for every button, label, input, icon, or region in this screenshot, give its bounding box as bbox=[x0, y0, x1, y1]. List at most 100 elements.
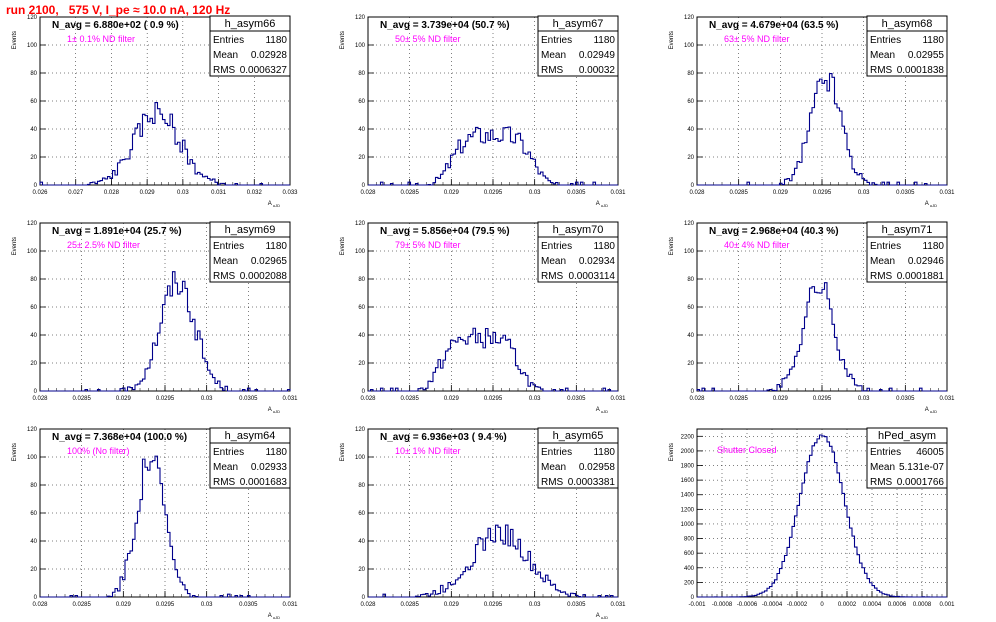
y-axis-label: Events bbox=[12, 31, 18, 49]
x-tick-label: 0.0285 bbox=[400, 396, 419, 402]
y-tick-label: 80 bbox=[30, 71, 37, 77]
x-tick-label: 0.03 bbox=[529, 602, 541, 608]
x-tick-label: 0.0295 bbox=[813, 396, 832, 402]
y-tick-label: 120 bbox=[27, 15, 38, 21]
x-tick-label: 0.0305 bbox=[896, 396, 915, 402]
stats-value-entries: 1180 bbox=[593, 35, 615, 46]
histogram-panel-h_asym66: 0.026 0.027 0.028 0.029 0.03 0.031 0.032 0.033 0… bbox=[12, 15, 298, 208]
x-tick-label: 0.031 bbox=[211, 190, 227, 196]
y-tick-label: 40 bbox=[687, 127, 694, 133]
stats-value-rms: 0.0001766 bbox=[897, 477, 945, 488]
y-tick-label: 120 bbox=[27, 427, 38, 433]
y-tick-label: 100 bbox=[684, 249, 695, 255]
filter-annotation: 79± 5% ND filter bbox=[395, 240, 460, 250]
filter-annotation: 1± 0.1% ND filter bbox=[67, 34, 135, 44]
stats-value-mean: 0.02949 bbox=[579, 50, 616, 61]
x-tick-label: 0.03 bbox=[201, 396, 213, 402]
y-tick-label: 100 bbox=[27, 249, 38, 255]
x-tick-label: 0.0285 bbox=[72, 396, 91, 402]
stats-label-mean: Mean bbox=[541, 462, 566, 473]
x-tick-label: 0.028 bbox=[32, 396, 48, 402]
y-tick-label: 0 bbox=[691, 183, 695, 189]
stats-label-rms: RMS bbox=[213, 271, 236, 282]
y-tick-label: 80 bbox=[30, 277, 37, 283]
x-tick-label: 0.03 bbox=[529, 396, 541, 402]
stats-label-rms: RMS bbox=[870, 477, 893, 488]
stats-value-entries: 1180 bbox=[265, 447, 287, 458]
histogram-panel-hPed_asym: -0.001 -0.0008 -0.0006 -0.0004 -0.0002 0 0.000… bbox=[669, 427, 955, 608]
y-tick-label: 0 bbox=[691, 389, 695, 395]
x-tick-label: 0.029 bbox=[773, 190, 789, 196]
y-tick-label: 60 bbox=[30, 99, 37, 105]
stats-value-mean: 0.02965 bbox=[251, 256, 288, 267]
x-tick-label: 0.001 bbox=[939, 602, 955, 608]
stats-name: h_asym65 bbox=[553, 430, 604, 442]
stats-box bbox=[866, 427, 948, 489]
stats-label-mean: Mean bbox=[213, 256, 238, 267]
x-tick-label: 0.03 bbox=[529, 190, 541, 196]
x-tick-label: 0.0305 bbox=[567, 602, 586, 608]
stats-value-entries: 1180 bbox=[922, 35, 944, 46]
x-tick-label: 0.031 bbox=[282, 602, 298, 608]
y-tick-label: 80 bbox=[358, 483, 365, 489]
stats-value-mean: 0.02958 bbox=[579, 462, 616, 473]
x-tick-label: 0.0295 bbox=[813, 190, 832, 196]
stats-label-mean: Mean bbox=[541, 50, 566, 61]
y-tick-label: 60 bbox=[30, 511, 37, 517]
x-tick-label: 0.031 bbox=[939, 190, 955, 196]
stats-value-rms: 0.00032 bbox=[579, 65, 616, 76]
y-axis-label: Events bbox=[340, 443, 346, 461]
x-tick-label: 0.03 bbox=[177, 190, 189, 196]
y-axis-label: Events bbox=[12, 443, 18, 461]
stats-label-rms: RMS bbox=[870, 65, 893, 76]
y-tick-label: 200 bbox=[684, 580, 695, 586]
stats-name: h_asym70 bbox=[553, 224, 604, 236]
y-tick-label: 1400 bbox=[681, 493, 695, 499]
x-tick-label: 0.0295 bbox=[156, 602, 175, 608]
x-tick-label: 0.029 bbox=[116, 602, 132, 608]
stats-box bbox=[866, 221, 948, 283]
stats-label-rms: RMS bbox=[870, 271, 893, 282]
y-tick-label: 20 bbox=[30, 361, 37, 367]
filter-annotation: 40± 4% ND filter bbox=[724, 240, 789, 250]
y-tick-label: 0 bbox=[362, 389, 366, 395]
stats-name: hPed_asym bbox=[878, 430, 936, 442]
filter-annotation: Shutter Closed bbox=[717, 445, 777, 455]
histogram-series bbox=[368, 126, 618, 186]
y-tick-label: 80 bbox=[358, 71, 365, 77]
x-tick-label: 0.0285 bbox=[729, 190, 748, 196]
stats-box bbox=[866, 15, 948, 77]
navg-label: N_avg = 2.968e+04 (40.3 %) bbox=[709, 226, 839, 237]
x-tick-label: 0.027 bbox=[68, 190, 84, 196]
y-tick-label: 20 bbox=[358, 155, 365, 161]
filter-annotation: 25± 2.5% ND filter bbox=[67, 240, 140, 250]
x-axis-label: A uJD bbox=[596, 407, 608, 414]
histogram-panel-h_asym70: 0.028 0.0285 0.029 0.0295 0.03 0.0305 0.031 0 20… bbox=[340, 221, 626, 414]
x-tick-label: -0.001 bbox=[688, 602, 706, 608]
stats-label-mean: Mean bbox=[870, 462, 895, 473]
y-tick-label: 80 bbox=[687, 71, 694, 77]
y-tick-label: 40 bbox=[358, 127, 365, 133]
stats-label-entries: Entries bbox=[541, 241, 572, 252]
y-tick-label: 2000 bbox=[681, 449, 695, 455]
stats-value-rms: 0.0003381 bbox=[568, 477, 616, 488]
x-axis-label: A uJD bbox=[268, 201, 280, 208]
stats-value-rms: 0.0003114 bbox=[568, 271, 615, 282]
stats-value-mean: 0.02955 bbox=[908, 50, 945, 61]
stats-value-rms: 0.0001881 bbox=[897, 271, 945, 282]
stats-label-mean: Mean bbox=[541, 256, 566, 267]
stats-label-entries: Entries bbox=[870, 35, 901, 46]
stats-label-rms: RMS bbox=[213, 477, 236, 488]
stats-name: h_asym71 bbox=[882, 224, 933, 236]
x-tick-label: 0.03 bbox=[201, 602, 213, 608]
stats-value-entries: 1180 bbox=[265, 35, 287, 46]
x-tick-label: 0.0004 bbox=[863, 602, 882, 608]
y-tick-label: 1000 bbox=[681, 522, 695, 528]
y-tick-label: 120 bbox=[684, 221, 695, 227]
x-tick-label: 0.0305 bbox=[567, 396, 586, 402]
x-tick-label: 0.0295 bbox=[156, 396, 175, 402]
y-tick-label: 60 bbox=[358, 99, 365, 105]
y-axis-label: Events bbox=[340, 31, 346, 49]
filter-annotation: 63± 5% ND filter bbox=[724, 34, 789, 44]
x-tick-label: 0.0285 bbox=[72, 602, 91, 608]
